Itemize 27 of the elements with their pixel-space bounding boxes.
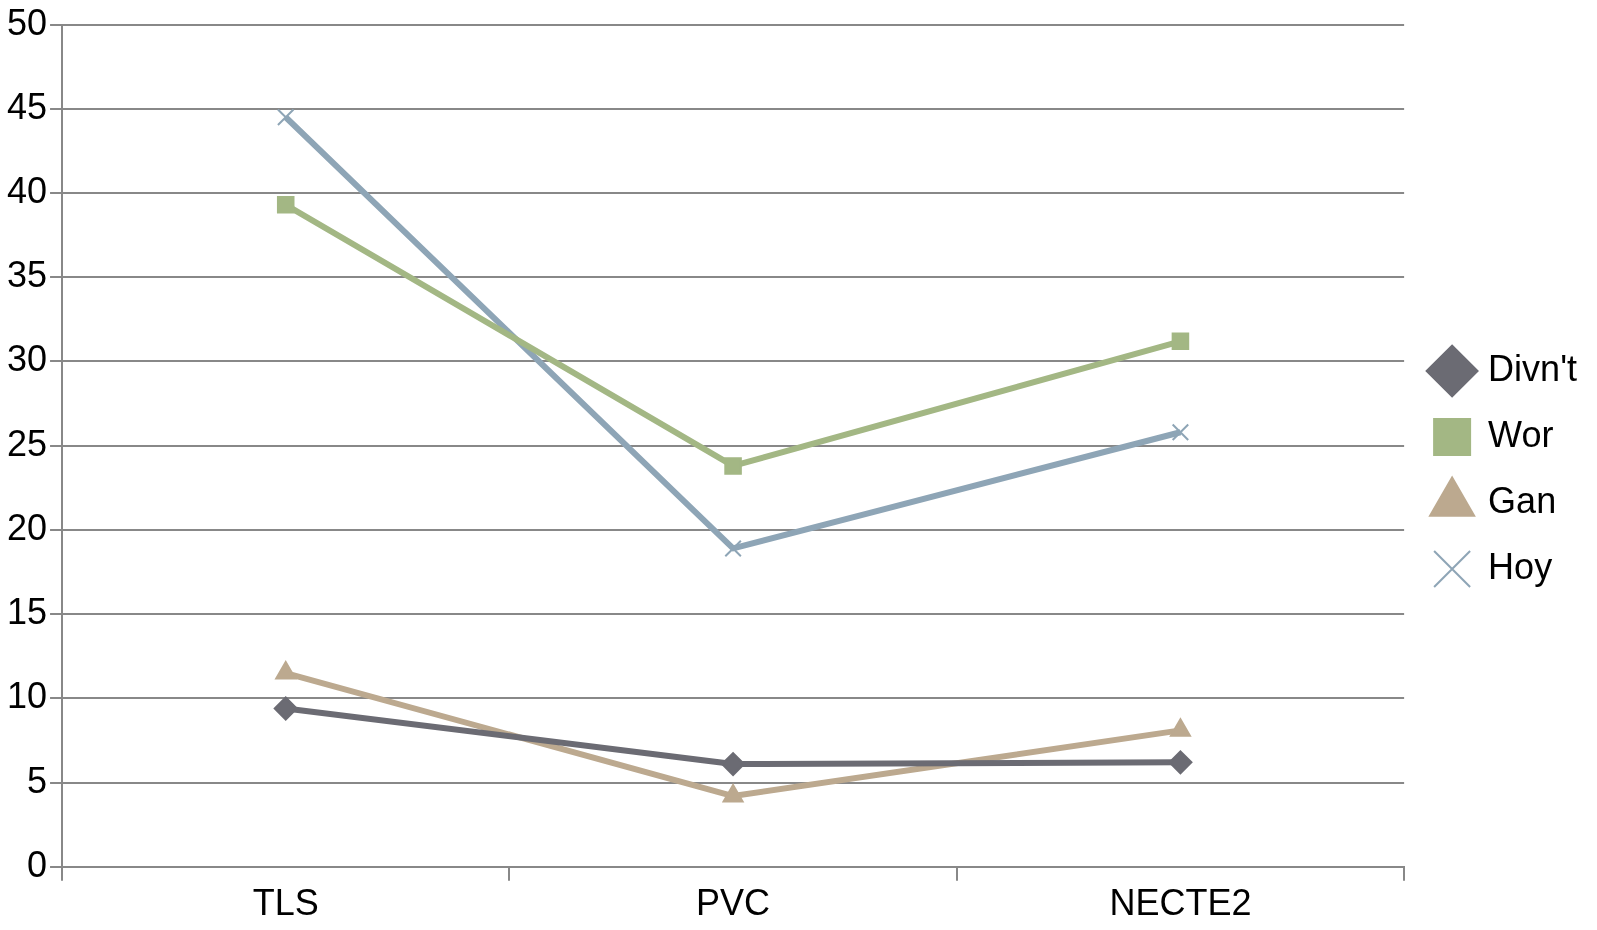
point — [276, 196, 295, 214]
y-tick-label: 25 — [7, 422, 48, 464]
legend-label: Wor — [1488, 413, 1554, 455]
y-tick-label: 15 — [7, 591, 48, 633]
point — [721, 752, 746, 777]
y-tick-label: 10 — [7, 675, 48, 717]
x-tick-label: TLS — [252, 882, 319, 924]
x-tick-label: PVC — [696, 882, 771, 924]
legend-label: Divn't — [1488, 347, 1578, 389]
y-tick-label: 50 — [7, 1, 48, 43]
legend-label: Gan — [1488, 479, 1557, 521]
point — [724, 457, 742, 475]
y-tick-label: 30 — [7, 338, 48, 380]
point — [1171, 332, 1190, 351]
point — [276, 108, 295, 127]
x-tick-label: NECTE2 — [1109, 882, 1252, 924]
point — [1171, 423, 1190, 441]
y-tick-label: 45 — [7, 85, 48, 127]
point — [724, 539, 742, 558]
point — [273, 696, 298, 721]
y-tick-label: 40 — [7, 169, 48, 211]
y-tick-label: 35 — [7, 254, 48, 296]
y-tick-label: 0 — [27, 843, 48, 885]
y-tick-label: 20 — [7, 506, 48, 548]
point — [1168, 750, 1193, 775]
y-tick-label: 5 — [27, 759, 48, 801]
legend-label: Hoy — [1488, 545, 1553, 587]
